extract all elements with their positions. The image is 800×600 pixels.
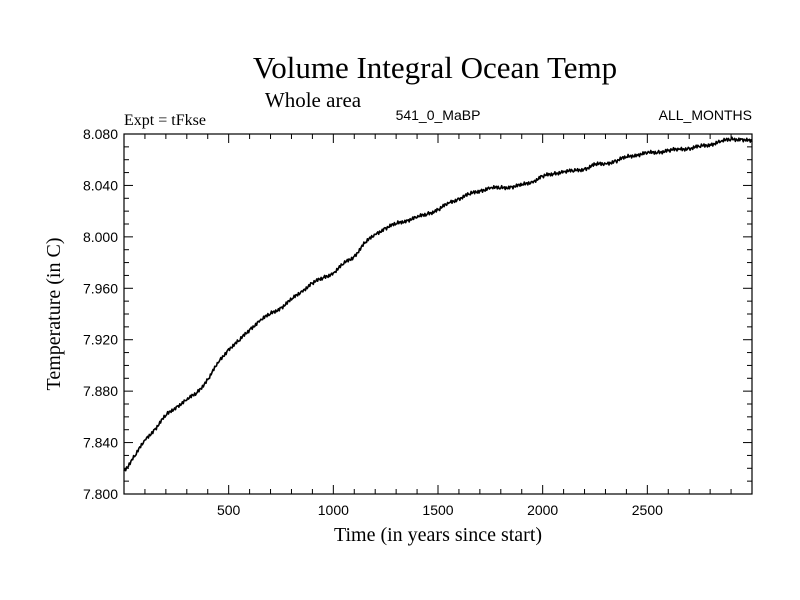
x-tick-label: 2500 (632, 502, 663, 518)
y-tick-label: 8.040 (83, 177, 118, 193)
x-tick-labels: 500 1000 1500 2000 2500 (217, 502, 663, 518)
run-label: 541_0_MaBP (396, 107, 481, 123)
x-tick-label: 1500 (422, 502, 453, 518)
months-label: ALL_MONTHS (659, 107, 752, 123)
x-tick-label: 500 (217, 502, 241, 518)
y-tick-label: 7.840 (83, 435, 118, 451)
y-tick-label: 8.000 (83, 229, 118, 245)
axis-ticks (124, 133, 752, 495)
chart-title: Volume Integral Ocean Temp (253, 50, 617, 85)
y-tick-labels: 7.800 7.840 7.880 7.920 7.960 8.000 8.040 8.080 (83, 126, 118, 502)
x-tick-label: 1000 (318, 502, 349, 518)
experiment-label: Expt = tFkse (124, 112, 206, 129)
y-axis-label: Temperature (in C) (43, 238, 65, 391)
x-tick-label: 2000 (527, 502, 558, 518)
x-axis-label: Time (in years since start) (334, 524, 542, 546)
y-tick-label: 7.800 (83, 486, 118, 502)
y-tick-label: 7.920 (83, 332, 118, 348)
y-tick-label: 7.880 (83, 383, 118, 399)
plot-frame (123, 133, 753, 495)
temperature-series-line (123, 136, 753, 472)
y-tick-label: 8.080 (83, 126, 118, 142)
chart-subtitle: Whole area (265, 88, 362, 112)
y-tick-label: 7.960 (83, 280, 118, 296)
